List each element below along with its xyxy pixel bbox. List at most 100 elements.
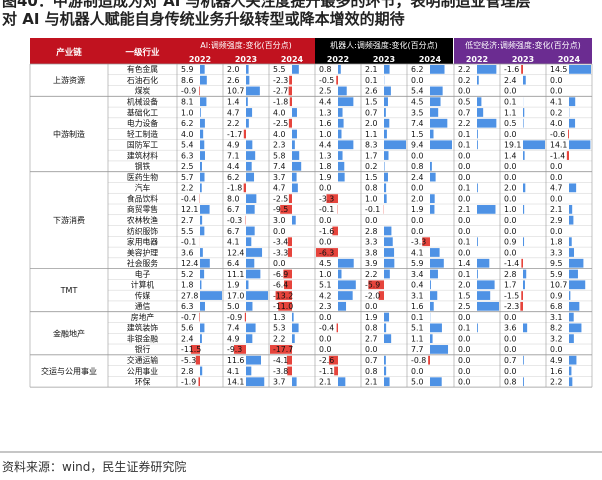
bar-negative bbox=[566, 151, 569, 160]
value-label: -4.1 bbox=[273, 356, 288, 365]
bar-positive bbox=[477, 301, 499, 311]
value-label: 1.9 bbox=[365, 313, 377, 322]
bar-positive bbox=[430, 269, 438, 279]
value-label: -2.5 bbox=[273, 194, 288, 203]
value-label: 11.1 bbox=[227, 270, 244, 279]
value-label: 1.4 bbox=[227, 98, 239, 107]
bar-positive bbox=[200, 161, 202, 171]
value-label: -5.3 bbox=[181, 356, 196, 365]
value-label: 0.0 bbox=[319, 345, 331, 354]
value-label: 0.0 bbox=[504, 216, 516, 225]
value-label: -1.8 bbox=[273, 98, 288, 107]
value-label: -3.3 bbox=[319, 194, 334, 203]
bar-positive bbox=[200, 140, 205, 150]
value-label: 0.9 bbox=[504, 238, 516, 247]
value-label: 1.1 bbox=[411, 334, 423, 343]
bar-positive bbox=[569, 118, 576, 128]
value-label: 4.4 bbox=[319, 98, 331, 107]
section-label: TMT bbox=[60, 286, 78, 295]
industry-label: 机械设备 bbox=[127, 97, 158, 107]
value-label: 0.0 bbox=[411, 184, 423, 193]
bar-negative bbox=[288, 194, 292, 204]
industry-label: 汽车 bbox=[135, 183, 151, 193]
bar-positive bbox=[523, 151, 525, 160]
value-label: 2.2 bbox=[273, 334, 285, 343]
value-label: 0.0 bbox=[550, 194, 562, 203]
bar-negative bbox=[287, 248, 292, 257]
value-label: 2.1 bbox=[319, 378, 331, 387]
value-label: 5.8 bbox=[273, 151, 285, 160]
value-label: 0.1 bbox=[504, 98, 516, 107]
value-label: 3.6 bbox=[181, 248, 193, 257]
bar-positive bbox=[430, 140, 452, 150]
bar-positive bbox=[200, 269, 205, 279]
value-label: 4.0 bbox=[550, 119, 562, 128]
value-label: 0.0 bbox=[319, 216, 331, 225]
bar-positive bbox=[523, 323, 528, 333]
value-label: 7.4 bbox=[411, 119, 423, 128]
value-label: 0.0 bbox=[504, 313, 516, 322]
bar-positive bbox=[384, 118, 390, 128]
bar-positive bbox=[477, 237, 478, 247]
bar-negative bbox=[568, 129, 569, 139]
bar-positive bbox=[430, 172, 436, 182]
bar-positive bbox=[384, 248, 395, 257]
value-label: 2.8 bbox=[365, 227, 377, 236]
value-label: 4.4 bbox=[319, 141, 331, 150]
section-label: 上游资源 bbox=[53, 75, 85, 85]
bar-positive bbox=[430, 129, 434, 139]
value-label: 0.0 bbox=[504, 248, 516, 257]
value-label: 4.2 bbox=[319, 291, 331, 300]
bar-positive bbox=[200, 108, 201, 117]
value-label: 5.7 bbox=[181, 173, 193, 182]
value-label: 2.0 bbox=[411, 194, 423, 203]
industry-label: 基础化工 bbox=[127, 107, 158, 117]
industry-label: 钢铁 bbox=[135, 161, 151, 171]
value-label: 3.9 bbox=[365, 259, 377, 268]
bar-positive bbox=[384, 366, 387, 376]
value-label: 1.9 bbox=[227, 281, 239, 290]
bar-negative bbox=[288, 118, 292, 128]
value-label: -2.3 bbox=[273, 76, 288, 85]
value-label: 14.1 bbox=[550, 141, 567, 150]
bar-positive bbox=[523, 377, 524, 387]
header-year-3-2024: 2024 bbox=[558, 55, 581, 64]
value-label: 7.1 bbox=[227, 151, 239, 160]
bar-negative bbox=[270, 345, 292, 354]
industry-label: 国防军工 bbox=[127, 140, 158, 150]
bar-positive bbox=[569, 183, 577, 193]
value-label: -11.5 bbox=[181, 345, 201, 354]
value-label: 4.7 bbox=[273, 184, 285, 193]
bar-positive bbox=[569, 312, 574, 322]
bar-negative bbox=[289, 75, 292, 85]
value-label: -1.7 bbox=[227, 130, 242, 139]
bar-positive bbox=[384, 237, 393, 247]
value-label: 2.1 bbox=[365, 378, 377, 387]
value-label: 12.4 bbox=[227, 248, 244, 257]
value-label: 2.2 bbox=[458, 119, 470, 128]
bar-positive bbox=[523, 118, 524, 128]
value-label: 5.1 bbox=[319, 281, 331, 290]
bar-positive bbox=[246, 301, 253, 311]
value-label: 2.2 bbox=[227, 119, 239, 128]
value-label: 0.8 bbox=[365, 184, 377, 193]
value-label: 1.1 bbox=[504, 108, 516, 117]
bar-positive bbox=[200, 75, 207, 85]
bar-positive bbox=[292, 377, 297, 387]
value-label: 4.9 bbox=[227, 141, 239, 150]
bar-negative bbox=[521, 258, 523, 268]
value-label: 0.0 bbox=[273, 227, 285, 236]
bar-positive bbox=[246, 97, 248, 107]
bar-positive bbox=[523, 237, 525, 247]
header-industry: 一级行业 bbox=[125, 47, 160, 58]
value-label: 0.0 bbox=[458, 87, 470, 96]
bar-positive bbox=[338, 129, 342, 139]
value-label: 4.1 bbox=[550, 98, 562, 107]
bar-positive bbox=[200, 129, 204, 139]
value-label: -3.4 bbox=[273, 238, 288, 247]
section-label: 下游消费 bbox=[53, 215, 85, 225]
value-label: 2.4 bbox=[181, 334, 193, 343]
value-label: 4.0 bbox=[273, 108, 285, 117]
industry-label: 通信 bbox=[135, 301, 151, 311]
value-label: 2.7 bbox=[365, 334, 377, 343]
